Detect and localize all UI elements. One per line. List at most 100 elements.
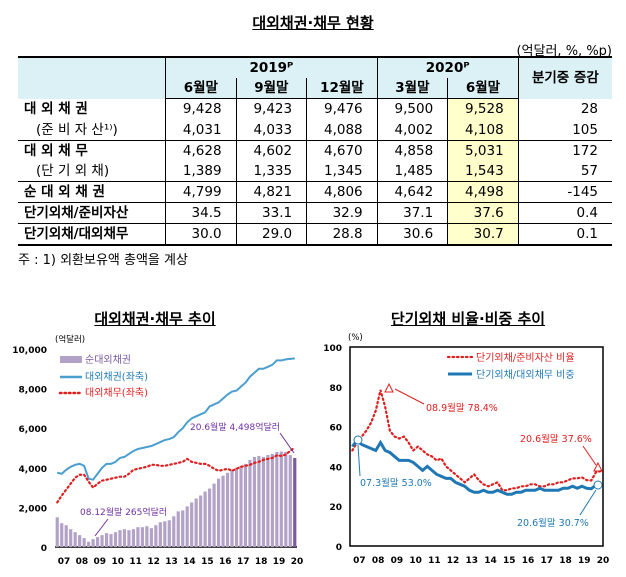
- net-claims-bar: [208, 488, 212, 547]
- cell-value: 1,543: [447, 161, 519, 182]
- x-tick-label: 07: [353, 556, 366, 566]
- x-tick-label: 19: [578, 556, 591, 566]
- net-claims-bar: [261, 456, 265, 547]
- annotation-arrow: [94, 518, 109, 537]
- legend-label: 단기외채/대외채무 비중: [476, 369, 575, 381]
- x-tick-label: 07: [58, 557, 71, 567]
- x-tick-label: 11: [428, 556, 441, 566]
- y-tick-label: 20: [329, 503, 342, 513]
- net-claims-bar: [216, 478, 221, 547]
- net-claims-bar: [199, 495, 203, 547]
- net-claims-bar: [55, 517, 59, 547]
- cell-change: -145: [517, 181, 612, 203]
- row-label: (준 비 자 산¹⁾): [18, 119, 166, 141]
- x-tick-label: 11: [129, 557, 142, 567]
- cell-value: 1,345: [306, 161, 378, 182]
- unit-label: (억달러, %, %p): [516, 44, 612, 59]
- x-tick-label: 09: [391, 556, 404, 566]
- change-header: 분기중 증감: [517, 56, 612, 99]
- cell-value: 37.6: [447, 202, 519, 224]
- row-label: 대 외 채 권: [24, 101, 88, 117]
- col-header: 12월말: [306, 78, 378, 99]
- cell-value: 9,423: [235, 98, 307, 120]
- table-row: (단 기 외 채) 1,389 1,335 1,345 1,485 1,543 57: [18, 161, 612, 182]
- x-tick-label: 09: [94, 557, 107, 567]
- chart1-title: 대외채권·채무 추이: [94, 310, 216, 328]
- cell-value: 9,476: [306, 98, 378, 120]
- annotation-arrow: [579, 489, 597, 516]
- net-claims-bar: [284, 451, 288, 547]
- net-claims-bar: [270, 453, 274, 547]
- x-tick-label: 10: [111, 557, 124, 567]
- external-assets-table: 2019ᴾ 2020ᴾ 분기중 증감 6월말 9월말 12월말 3월말 6월말 …: [18, 56, 612, 246]
- peak-triangle-marker: [384, 382, 394, 393]
- net-claims-bar: [221, 475, 225, 547]
- annotation-arrow: [357, 444, 361, 477]
- x-tick-label: 16: [219, 557, 232, 567]
- corner-cell: [18, 56, 166, 99]
- net-claims-bar: [252, 456, 257, 547]
- net-claims-bar: [266, 454, 270, 547]
- y-axis-unit: (억달러): [55, 334, 85, 345]
- net-claims-bar: [275, 451, 279, 547]
- series-line-1: [351, 438, 601, 496]
- cell-value: 30.6: [376, 223, 448, 246]
- net-claims-bar: [248, 459, 252, 547]
- x-tick-label: 08: [76, 557, 89, 567]
- year-2019-header: 2019ᴾ: [165, 56, 378, 78]
- net-claims-bar: [78, 535, 82, 547]
- cell-change: 57: [517, 161, 612, 182]
- x-tick-label: 20: [597, 556, 610, 566]
- net-claims-bar: [172, 516, 176, 547]
- y-tick-label: 2,000: [19, 504, 47, 514]
- table-row: 순 대 외 채 권 4,799 4,821 4,806 4,642 4,498 -145: [18, 181, 612, 203]
- net-claims-bar: [113, 532, 118, 547]
- end-triangle-marker: [593, 461, 603, 472]
- net-claims-bar: [122, 529, 127, 547]
- net-claims-bar: [131, 529, 136, 547]
- x-tick-label: 18: [559, 556, 572, 566]
- y-tick-label: 0: [336, 543, 342, 553]
- cell-value: 4,033: [235, 119, 307, 141]
- net-claims-bar: [127, 530, 131, 547]
- y-tick-label: 10,000: [12, 346, 47, 356]
- y-tick-label: 4,000: [19, 465, 47, 475]
- net-claims-bar: [181, 510, 185, 547]
- annotation: 08.9월말 78.4%: [426, 402, 498, 414]
- y-tick-label: 8,000: [19, 386, 47, 396]
- annotation-arrow: [582, 445, 597, 466]
- col-header: 6월말: [165, 78, 237, 99]
- cell-value: 4,088: [306, 119, 378, 141]
- cell-value: 32.9: [306, 202, 378, 224]
- cell-value: 9,528: [447, 98, 519, 120]
- net-claims-bar: [243, 463, 248, 547]
- series-line-1: [57, 357, 295, 481]
- net-claims-bar: [234, 467, 239, 547]
- plot-frame: [349, 346, 604, 547]
- net-claims-bar: [293, 457, 297, 547]
- x-tick-label: 14: [484, 556, 497, 566]
- net-claims-bar: [64, 525, 68, 547]
- annotation: 20.6월말 37.6%: [520, 433, 592, 445]
- net-claims-bar: [190, 502, 194, 547]
- net-claims-bar: [60, 523, 64, 547]
- cell-value: 28.8: [306, 223, 378, 246]
- table-row: 단기외채/대외채무 30.0 29.0 28.8 30.6 30.7 0.1: [18, 223, 612, 246]
- net-claims-bar: [87, 541, 91, 547]
- y-tick-label: 40: [329, 463, 342, 473]
- net-claims-bar: [95, 537, 100, 547]
- cell-value: 4,642: [376, 181, 448, 203]
- y-tick-label: 0: [41, 544, 47, 554]
- legend-label: 단기외채/준비자산 비율: [476, 352, 575, 364]
- x-tick-label: 20: [291, 557, 304, 567]
- x-tick-label: 12: [447, 556, 460, 566]
- net-claims-bar: [239, 465, 243, 547]
- row-label: 대 외 채 무: [24, 142, 88, 159]
- series-line-2: [56, 446, 296, 504]
- x-tick-label: 13: [466, 556, 479, 566]
- cell-value: 4,108: [447, 119, 519, 141]
- cell-value: 4,002: [376, 119, 448, 141]
- cell-value: 4,628: [165, 140, 237, 161]
- annotation-arrow: [279, 432, 295, 454]
- x-tick-label: 15: [503, 556, 516, 566]
